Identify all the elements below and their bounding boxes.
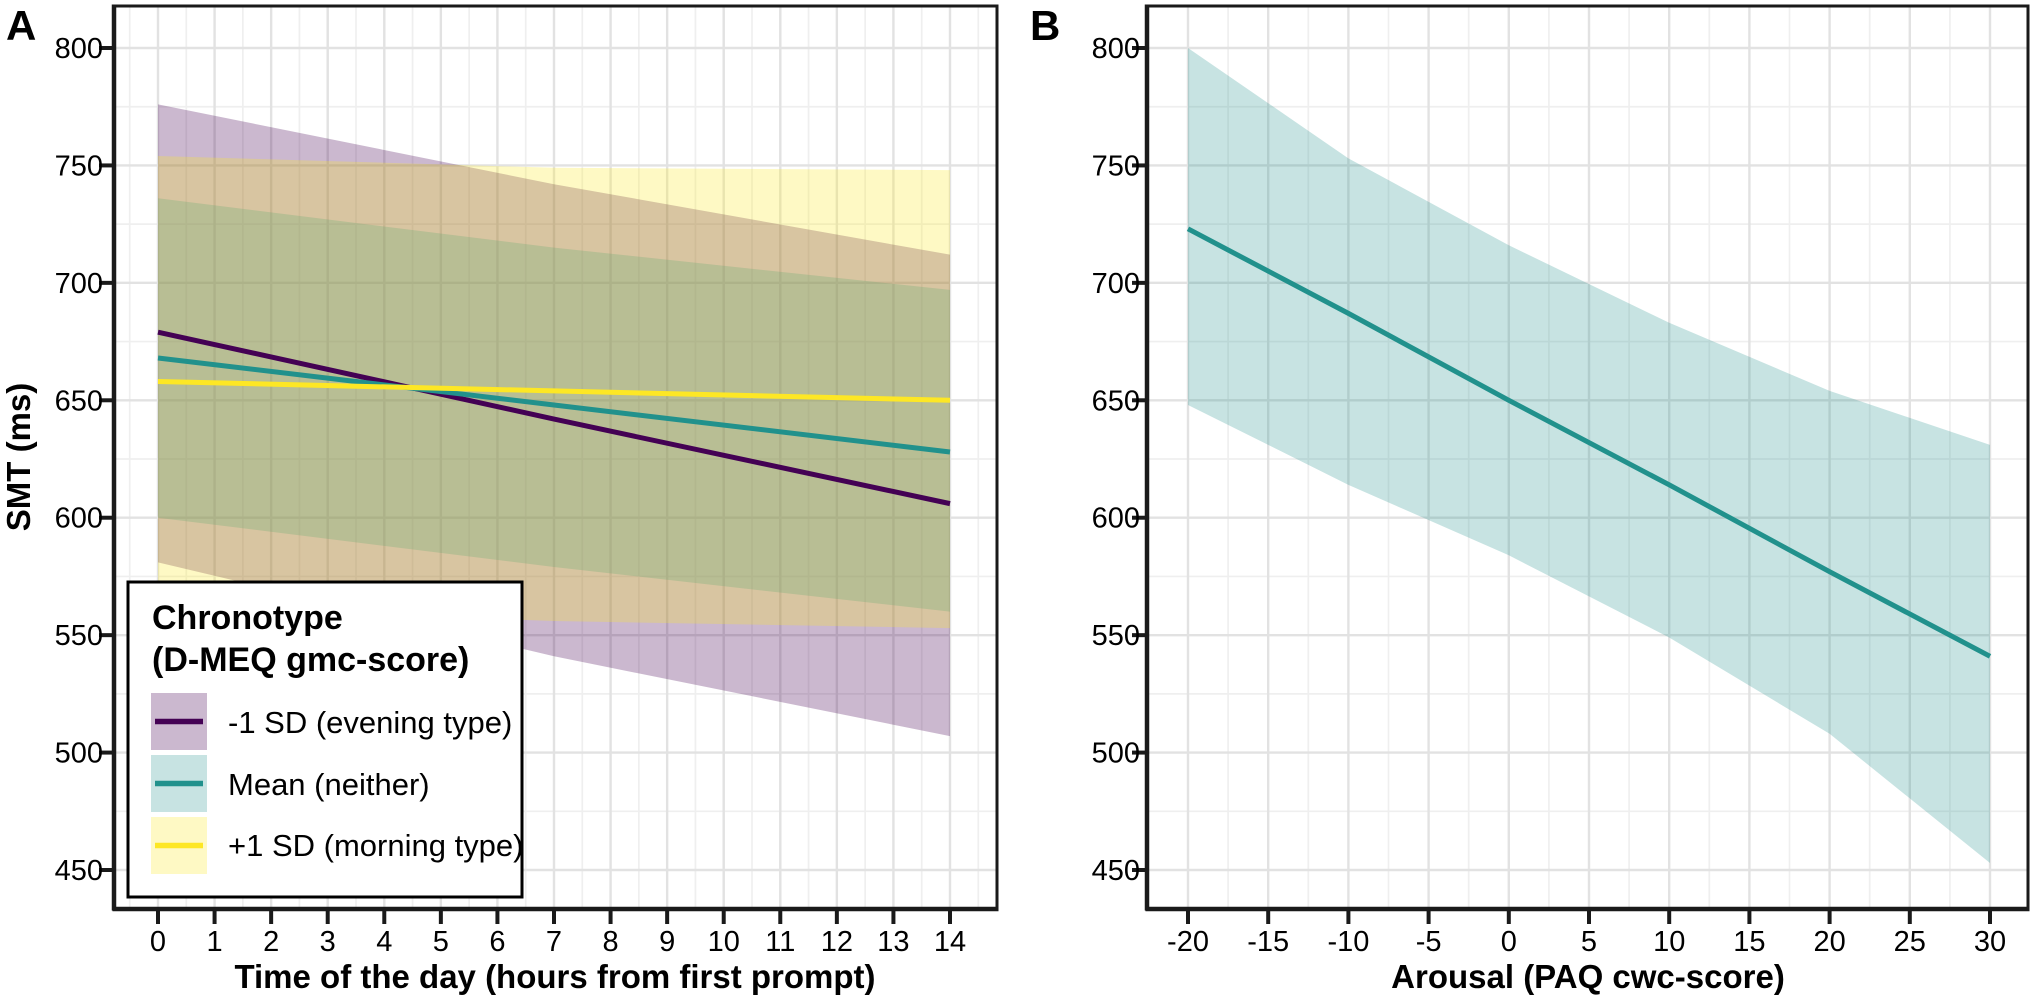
y-tick-label: 600 bbox=[1092, 503, 1140, 535]
panel-a-legend-graphics bbox=[126, 580, 524, 899]
x-tick-label: 15 bbox=[1733, 926, 1765, 958]
panel-a-gridlines bbox=[114, 6, 997, 909]
panel-b-gridlines bbox=[1147, 6, 2028, 909]
x-tick-label: 5 bbox=[433, 926, 449, 958]
legend-label-mean: Mean (neither) bbox=[228, 767, 430, 802]
x-tick-label: 10 bbox=[1653, 926, 1685, 958]
x-tick-label: 0 bbox=[150, 926, 166, 958]
legend-label-morning: +1 SD (morning type) bbox=[228, 828, 523, 863]
x-tick-label: 12 bbox=[821, 926, 853, 958]
y-tick-label: 500 bbox=[1092, 738, 1140, 770]
panel-b-frame: -20 -15 -10 -5 0 5 10 15 20 25 30 450 500 550 600 650 70… bbox=[1092, 4, 2030, 958]
x-tick-label: 7 bbox=[546, 926, 562, 958]
panel-b-xaxis-title: Arousal (PAQ cwc-score) bbox=[1391, 958, 1785, 995]
panel-a-text-layer: A Time of the day (hours from first prom… bbox=[0, 2, 876, 995]
y-tick-label: 450 bbox=[55, 855, 103, 887]
trend-line-series-2 bbox=[157, 379, 951, 403]
y-tick-label: 550 bbox=[55, 620, 103, 652]
legend-title-line1: Chronotype bbox=[152, 599, 343, 637]
panel-a-letter: A bbox=[6, 2, 36, 49]
y-tick-label: 800 bbox=[1092, 33, 1140, 65]
y-tick-label: 450 bbox=[1092, 855, 1140, 887]
x-tick-label: 10 bbox=[708, 926, 740, 958]
y-tick-label: 650 bbox=[55, 385, 103, 417]
x-tick-label: 0 bbox=[1501, 926, 1517, 958]
x-tick-label: 2 bbox=[263, 926, 279, 958]
y-tick-label: 650 bbox=[1092, 385, 1140, 417]
legend-label-evening: -1 SD (evening type) bbox=[228, 705, 512, 740]
y-tick-label: 750 bbox=[1092, 150, 1140, 182]
x-tick-label: 25 bbox=[1894, 926, 1926, 958]
x-tick-label: 9 bbox=[659, 926, 675, 958]
y-tick-label: 700 bbox=[55, 268, 103, 300]
x-tick-label: -10 bbox=[1327, 926, 1369, 958]
y-tick-label: 700 bbox=[1092, 268, 1140, 300]
panel-b-text-layer: B Arousal (PAQ cwc-score) bbox=[1030, 2, 1785, 995]
y-tick-label: 600 bbox=[55, 503, 103, 535]
x-tick-label: -5 bbox=[1416, 926, 1442, 958]
x-tick-label: -15 bbox=[1247, 926, 1289, 958]
trend-line-series-0 bbox=[1186, 226, 1992, 659]
y-tick-label: 500 bbox=[55, 738, 103, 770]
x-tick-label: 5 bbox=[1581, 926, 1597, 958]
x-tick-label: 30 bbox=[1974, 926, 2006, 958]
trend-line-series-1 bbox=[157, 355, 951, 455]
ci-ribbon-series-0 bbox=[1188, 48, 1990, 863]
x-tick-label: -20 bbox=[1167, 926, 1209, 958]
x-tick-label: 8 bbox=[603, 926, 619, 958]
y-tick-label: 550 bbox=[1092, 620, 1140, 652]
legend-title-line2: (D-MEQ gmc-score) bbox=[152, 641, 469, 679]
y-tick-label: 800 bbox=[55, 33, 103, 65]
panel-a-yaxis-title: SMT (ms) bbox=[0, 383, 37, 532]
x-tick-label: 6 bbox=[489, 926, 505, 958]
panel-a-frame: 0 1 2 3 4 5 6 7 8 9 10 11 12 13 1445050055060065070075… bbox=[55, 4, 999, 958]
panel-b-data-layer bbox=[1186, 48, 1992, 863]
x-tick-label: 11 bbox=[765, 926, 795, 958]
panel-a-xaxis-title: Time of the day (hours from first prompt… bbox=[234, 958, 875, 995]
x-tick-label: 3 bbox=[320, 926, 336, 958]
panel-b-letter: B bbox=[1030, 2, 1060, 49]
x-tick-label: 1 bbox=[207, 926, 223, 958]
x-tick-label: 13 bbox=[877, 926, 909, 958]
x-tick-label: 20 bbox=[1813, 926, 1845, 958]
trend-line-series-0 bbox=[157, 329, 951, 507]
x-tick-label: 14 bbox=[934, 926, 966, 958]
panel-a-data-layer bbox=[157, 104, 951, 737]
x-tick-label: 4 bbox=[376, 926, 392, 958]
y-tick-label: 750 bbox=[55, 150, 103, 182]
